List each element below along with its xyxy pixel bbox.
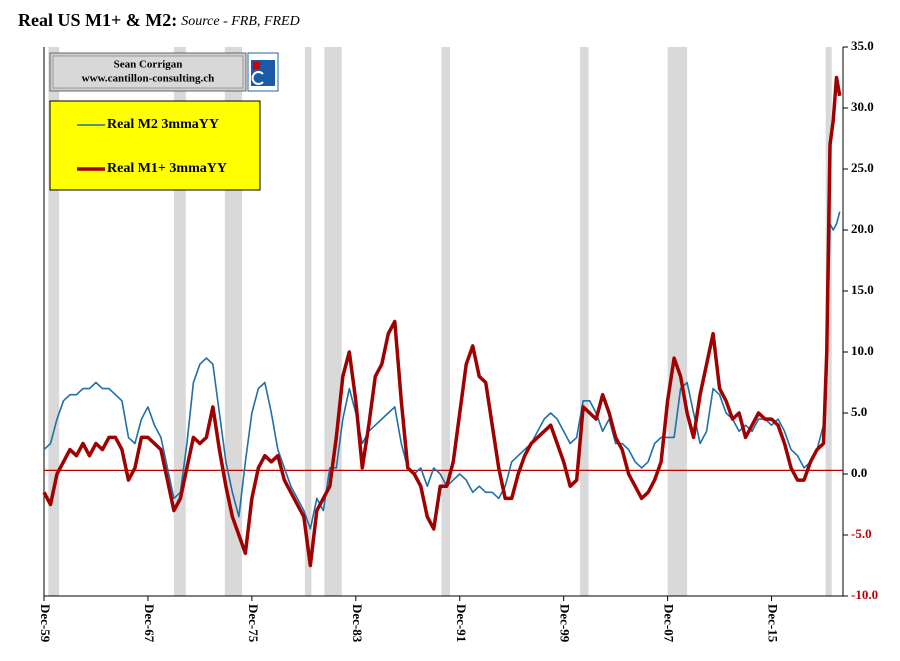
recession-band xyxy=(173,47,186,596)
y-tick-label: -5.0 xyxy=(851,526,872,541)
x-tick-label: Dec-91 xyxy=(454,604,469,642)
credit-box: Sean Corrigan www.cantillon-consulting.c… xyxy=(49,52,279,92)
logo-letter xyxy=(251,71,264,85)
legend-box xyxy=(49,100,261,191)
y-tick-label: 15.0 xyxy=(851,282,874,297)
legend-label: Real M2 3mmaYY xyxy=(107,117,219,132)
y-tick-label: 0.0 xyxy=(851,465,867,480)
recession-band xyxy=(667,47,688,596)
legend-label: Real M1+ 3mmaYY xyxy=(107,161,227,176)
subtitle: Source - FRB, FRED xyxy=(181,14,299,29)
credit-inner xyxy=(52,55,244,89)
recession-band xyxy=(324,47,342,596)
y-tick-label: 20.0 xyxy=(851,221,874,236)
legend: Real M2 3mmaYY Real M1+ 3mmaYY xyxy=(49,100,261,191)
y-tick-label: 35.0 xyxy=(851,38,874,53)
credit-name: Sean Corrigan xyxy=(114,59,183,71)
y-tick-label: 5.0 xyxy=(851,404,867,419)
plot-area: -10.0 -5.0 0.0 5.0 10.0 15.0 20.0 25.0 30.0 35.0 D… xyxy=(38,38,878,643)
credit-url: www.cantillon-consulting.ch xyxy=(82,73,215,85)
title: Real US M1+ & M2: xyxy=(18,10,177,30)
series-line xyxy=(43,211,841,530)
series-line xyxy=(42,75,842,568)
logo-flag xyxy=(253,62,260,69)
x-tick-label: Dec-59 xyxy=(38,604,53,643)
recession-band xyxy=(48,47,60,596)
y-tick-label: 30.0 xyxy=(851,99,874,114)
recession-band xyxy=(579,47,589,596)
x-tick-label: Dec-07 xyxy=(662,604,677,643)
y-tick-label: 10.0 xyxy=(851,343,874,358)
recession-band xyxy=(441,47,450,596)
x-tick-label: Dec-99 xyxy=(558,604,573,643)
x-tick-label: Dec-83 xyxy=(350,604,365,643)
y-tick-label: -10.0 xyxy=(851,587,878,602)
x-tick-label: Dec-15 xyxy=(766,604,781,643)
y-tick-label: 25.0 xyxy=(851,160,874,175)
x-tick-label: Dec-67 xyxy=(142,604,157,643)
x-tick-label: Dec-75 xyxy=(246,604,261,643)
chart-title: Real US M1+ & M2: Source - FRB, FRED xyxy=(18,10,300,30)
recession-band xyxy=(304,47,312,596)
